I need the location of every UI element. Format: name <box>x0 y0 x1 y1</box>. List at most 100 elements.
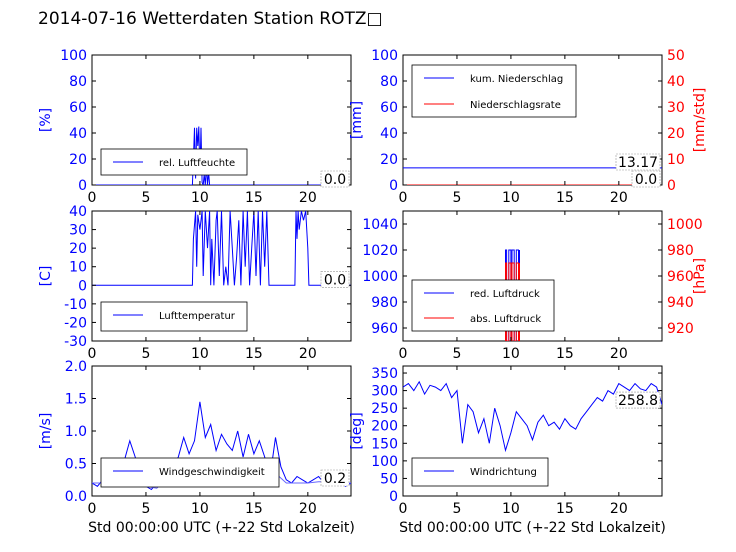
y-tick-label: -30 <box>64 334 87 350</box>
chart-panel-temperature: 0 5 10 15 20 -30 -20 -10 0 10 20 30 40 [C] Lufttempera… <box>38 204 352 362</box>
y-tick-label: 0 <box>389 178 398 194</box>
y-tick-label: 40 <box>380 126 398 142</box>
current-value-right-box <box>631 170 661 188</box>
y-tick-label: 250 <box>371 401 398 417</box>
legend-label: Windgeschwindigkeit <box>159 467 265 478</box>
x-axis-label: Std 00:00:00 UTC (+-22 Std Lokalzeit) <box>399 520 666 536</box>
legend-box <box>411 279 555 332</box>
y-axis-label: [m/s] <box>38 413 54 450</box>
legend-label: abs. Luftdruck <box>470 314 541 325</box>
y-tick-label: 10 <box>69 260 87 276</box>
y-tick-label: -20 <box>64 315 87 331</box>
x-tick-label: 5 <box>452 501 461 517</box>
series-line-windrichtung <box>403 380 662 453</box>
x-tick-label: 10 <box>191 501 209 517</box>
current-value: 0.0 <box>324 272 346 288</box>
y-tick-label: 0.5 <box>65 457 87 473</box>
current-value-box <box>615 153 661 171</box>
y-tick-label: 80 <box>380 74 398 90</box>
y-tick-label: 30 <box>69 223 87 239</box>
x-tick-label: 10 <box>502 190 520 206</box>
y-tick-label: 20 <box>69 241 87 257</box>
legend: Lufttemperatur <box>100 301 248 332</box>
y-tick-label: 20 <box>69 152 87 168</box>
x-tick-label: 10 <box>191 346 209 362</box>
x-tick-label: 20 <box>610 501 628 517</box>
y-tick-label: 1.0 <box>65 424 87 440</box>
y-tick-label: 80 <box>69 74 87 90</box>
y-axis-label: [C] <box>38 266 54 287</box>
x-tick-label: 20 <box>610 190 628 206</box>
y-tick-label: 50 <box>380 471 398 487</box>
legend: Windrichtung <box>411 457 549 487</box>
series-group <box>92 211 351 286</box>
legend-label: red. Luftdruck <box>470 289 540 300</box>
current-value-box <box>615 391 661 409</box>
legend-box <box>100 301 248 332</box>
x-tick-label: 0 <box>88 190 97 206</box>
x-tick-label: 10 <box>502 501 520 517</box>
y-tick-label: 350 <box>371 366 398 382</box>
x-tick-label: 5 <box>141 346 150 362</box>
x-tick-label: 0 <box>399 501 408 517</box>
y-right-tick-label: 960 <box>667 269 694 285</box>
y-tick-label: 1020 <box>362 243 398 259</box>
y-tick-label: 1000 <box>362 269 398 285</box>
x-tick-label: 20 <box>299 346 317 362</box>
y-right-axis-label: [mm/std] <box>692 88 708 153</box>
x-tick-label: 5 <box>452 190 461 206</box>
x-tick-label: 0 <box>399 346 408 362</box>
y-tick-label: 2.0 <box>65 359 87 375</box>
x-tick-label: 15 <box>245 190 263 206</box>
series-line-lufttemperatur <box>92 211 351 286</box>
legend-label: rel. Luftfeuchte <box>159 158 235 169</box>
x-tick-label: 10 <box>502 346 520 362</box>
x-tick-label: 15 <box>556 501 574 517</box>
y-tick-label: 60 <box>69 100 87 116</box>
x-tick-label: 15 <box>556 190 574 206</box>
y-tick-label: 100 <box>60 48 87 64</box>
current-value: 13.17 <box>618 155 658 171</box>
y-right-tick-label: 1000 <box>667 217 703 233</box>
y-tick-label: 980 <box>371 295 398 311</box>
y-right-tick-label: 940 <box>667 295 694 311</box>
y-tick-label: 40 <box>69 126 87 142</box>
y-tick-label: 100 <box>371 454 398 470</box>
y-right-tick-label: 10 <box>667 152 685 168</box>
x-tick-label: 20 <box>299 190 317 206</box>
x-tick-label: 5 <box>452 346 461 362</box>
legend-box <box>100 457 280 488</box>
current-value-box <box>320 469 350 487</box>
y-tick-label: 100 <box>371 48 398 64</box>
chart-panel-precipitation: 0 5 10 15 20 0 20 40 60 80 100 0 10 20 30 40 50 [mm] [mm/s… <box>349 48 708 206</box>
chart-panel-pressure: 0 5 10 15 20 960 980 1000 1020 1040 920 940 960 980 10… <box>362 210 708 362</box>
y-tick-label: 0 <box>78 178 87 194</box>
chart-panel-humidity: 0 5 10 15 20 0 20 40 60 80 100 [%] rel. Luftfeuchte 0… <box>38 48 352 206</box>
y-tick-label: -10 <box>64 297 87 313</box>
current-value: 0.2 <box>324 471 346 487</box>
x-tick-label: 15 <box>245 501 263 517</box>
y-right-tick-label: 40 <box>667 74 685 90</box>
y-axis-label: [%] <box>38 108 54 132</box>
current-value-right: 0.0 <box>635 172 657 188</box>
y-tick-label: 60 <box>380 100 398 116</box>
x-tick-label: 15 <box>556 346 574 362</box>
y-right-tick-label: 20 <box>667 126 685 142</box>
x-tick-label: 0 <box>88 346 97 362</box>
x-tick-label: 5 <box>141 190 150 206</box>
figure-title: 2014-07-16 Wetterdaten Station ROTZ□ <box>38 9 383 29</box>
current-value-box <box>320 170 350 188</box>
y-tick-label: 1.5 <box>65 392 87 408</box>
y-tick-label: 1040 <box>362 217 398 233</box>
y-right-tick-label: 0 <box>667 178 676 194</box>
x-tick-label: 0 <box>399 190 408 206</box>
legend: rel. Luftfeuchte <box>100 148 248 176</box>
series-group <box>403 380 662 453</box>
legend-label: Windrichtung <box>470 467 537 478</box>
legend-label: kum. Niederschlag <box>470 74 563 85</box>
legend-label: Lufttemperatur <box>159 311 236 322</box>
y-tick-label: 0 <box>389 489 398 505</box>
y-right-tick-label: 980 <box>667 243 694 259</box>
x-tick-label: 5 <box>141 501 150 517</box>
